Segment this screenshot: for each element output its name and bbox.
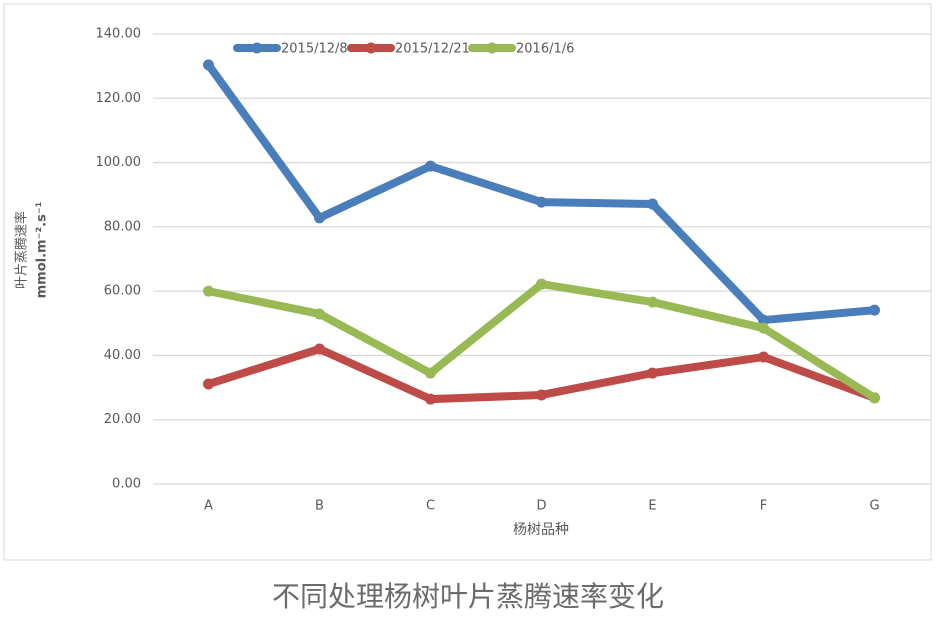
caption: 不同处理杨树叶片蒸腾速率变化	[272, 580, 664, 613]
y-tick-label: 0.00	[112, 477, 141, 492]
data-point	[536, 196, 547, 208]
data-point	[203, 378, 214, 390]
legend-label: 2015/12/8	[281, 42, 348, 57]
data-point	[536, 389, 547, 401]
data-point	[425, 367, 436, 379]
plot	[203, 59, 880, 405]
data-point	[647, 198, 658, 210]
data-point	[425, 393, 436, 405]
chart-frame	[3, 3, 932, 561]
y-tick-label: 80.00	[104, 219, 141, 234]
y-tick-label: 140.00	[96, 27, 142, 42]
x-axis-label: 杨树品种	[513, 522, 569, 538]
data-point	[647, 296, 658, 308]
legend-label: 2015/12/21	[395, 42, 470, 57]
data-point	[314, 343, 325, 355]
x-tick-label: G	[869, 499, 879, 514]
y-tick-label: 120.00	[96, 91, 142, 106]
x-tick-label: F	[760, 499, 767, 514]
y-axis-label: mmol.m⁻².s⁻¹	[35, 202, 50, 299]
data-point	[647, 367, 658, 379]
data-point	[425, 160, 436, 172]
data-point	[869, 304, 880, 316]
data-point	[758, 351, 769, 363]
legend-swatch	[365, 42, 377, 54]
x-tick-label: A	[204, 499, 213, 514]
legend-swatch	[486, 42, 498, 54]
data-point	[314, 212, 325, 224]
data-point	[758, 314, 769, 326]
legend-swatch	[251, 42, 263, 54]
legend-label: 2016/1/6	[516, 42, 574, 57]
x-tick-label: E	[648, 499, 656, 514]
y-tick-label: 100.00	[96, 155, 142, 170]
data-point	[758, 322, 769, 334]
y-tick-label: 40.00	[104, 348, 141, 363]
y-tick-label: 60.00	[104, 284, 141, 299]
data-point	[314, 308, 325, 320]
y-axis-label: 叶片蒸腾速率	[14, 211, 30, 289]
data-point	[869, 392, 880, 404]
data-point	[536, 278, 547, 290]
x-tick-label: B	[315, 499, 324, 514]
data-point	[203, 285, 214, 297]
y-tick-label: 20.00	[104, 412, 141, 427]
data-point	[203, 59, 214, 71]
x-tick-label: D	[536, 499, 546, 514]
x-tick-label: C	[426, 499, 435, 514]
